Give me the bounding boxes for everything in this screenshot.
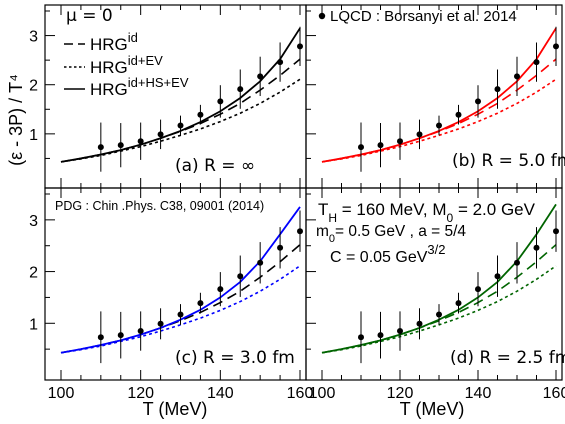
x-tick-label: 140 (207, 385, 234, 402)
lqcd-point (237, 86, 244, 93)
lqcd-point (277, 244, 284, 251)
lqcd-marker-icon (318, 12, 326, 20)
y-tick-label: 3 (29, 213, 38, 230)
x-tick-label: 140 (465, 385, 492, 402)
mu-annotation: μ = 0 (66, 6, 113, 26)
x-tick-label: 120 (127, 385, 154, 402)
lqcd-point (97, 334, 104, 341)
lqcd-point (197, 111, 204, 118)
legend-label: HRGid (90, 30, 138, 54)
panel-label-d: (d) R = 2.5 fm (450, 348, 565, 368)
params-line-1-mid: = 160 MeV, M (337, 200, 446, 219)
panel-label-a: (a) R = ∞ (175, 156, 255, 176)
lqcd-point (358, 334, 364, 341)
series-line-ev (321, 265, 557, 354)
lqcd-point (553, 228, 559, 235)
lqcd-point (297, 228, 303, 235)
lqcd-point (257, 73, 264, 80)
pdg-label: PDG : Chin .Phys. C38, 09001 (2014) (55, 199, 264, 213)
series-line-id (321, 58, 557, 163)
y-axis-label: (ε - 3P) / T⁴ (6, 74, 26, 166)
lqcd-point (137, 328, 144, 335)
lqcd-point (237, 273, 244, 280)
params-line-2: m0= 0.5 GeV , a = 5/4 (316, 223, 466, 245)
lqcd-point (494, 273, 501, 280)
series-line-ev (60, 265, 301, 354)
lqcd-point (358, 144, 364, 151)
params-line-3: C = 0.05 GeV3/2 (330, 242, 445, 266)
y-tick-label: 2 (29, 265, 38, 282)
panel-d: 100 120 140 160 (d) R = 2.5 fm (305, 187, 565, 402)
x-tick-label: 120 (387, 385, 414, 402)
lqcd-legend: LQCD : Borsanyi et al. 2014 (318, 8, 517, 25)
lqcd-point (157, 131, 164, 138)
legend: HRGid HRGid+EV HRGid+HS+EV (64, 30, 189, 99)
lqcd-point (177, 122, 184, 129)
lqcd-point (217, 286, 224, 293)
y-tick-label: 1 (29, 127, 38, 144)
lqcd-point (377, 142, 384, 149)
lqcd-point (416, 131, 423, 138)
x-tick-label: 160 (543, 385, 565, 402)
x-tick-label: 100 (309, 385, 336, 402)
lqcd-point (436, 122, 442, 129)
lqcd-point (494, 86, 501, 93)
params-line-1: TH = 160 MeV, M0 = 2.0 GeV (318, 200, 536, 225)
lqcd-point (455, 111, 462, 118)
lqcd-point (217, 98, 224, 105)
panel-label-c: (c) R = 3.0 fm (175, 348, 295, 368)
legend-label: HRGid+EV (90, 53, 163, 77)
legend-entry-hrg-id: HRGid (64, 30, 138, 54)
lqcd-point (257, 259, 264, 266)
lqcd-point (553, 43, 559, 50)
params-line-1-end: = 2.0 GeV (453, 200, 535, 219)
panel-b: (b) R = 5.0 fm (305, 4, 565, 189)
x-tick-label: 100 (48, 385, 75, 402)
params-line-2-end: = 0.5 GeV , a = 5/4 (335, 223, 466, 240)
legend-entry-hrg-id-hs-ev: HRGid+HS+EV (64, 75, 189, 99)
panel-c: 100 120 140 160 1 2 3 (c) R = 3.0 fm (29, 187, 314, 402)
legend-label: HRGid+HS+EV (90, 75, 189, 99)
lqcd-point (533, 59, 540, 66)
lqcd-point (157, 320, 164, 327)
lqcd-point (277, 59, 284, 66)
lqcd-point (97, 144, 104, 151)
panel-frame (305, 187, 563, 381)
lqcd-point (197, 300, 204, 307)
legend-entry-hrg-id-ev: HRGid+EV (64, 53, 163, 77)
lqcd-point (455, 300, 462, 307)
lqcd-point (514, 73, 520, 80)
lqcd-point (475, 98, 481, 105)
panel-label-b: (b) R = 5.0 fm (452, 151, 565, 171)
lqcd-point (177, 311, 184, 318)
lqcd-point (416, 320, 423, 327)
x-axis-label-left: T (MeV) (143, 399, 208, 419)
m0-subscript: 0 (447, 211, 454, 225)
lqcd-point (117, 142, 124, 149)
y-tick-label: 2 (29, 78, 38, 95)
y-tick-label: 1 (29, 316, 38, 333)
y-tick-label: 3 (29, 29, 38, 46)
x-axis-label-right: T (MeV) (400, 399, 465, 419)
lqcd-point (514, 259, 520, 266)
series-line-hs (60, 206, 301, 354)
lqcd-point (397, 138, 403, 145)
lqcd-point (475, 286, 481, 293)
lqcd-point (377, 332, 384, 339)
lqcd-point (533, 244, 540, 251)
th-subscript: H (328, 211, 337, 225)
exponent: 3/2 (427, 242, 445, 257)
m0-small-subscript: 0 (329, 233, 335, 245)
lqcd-point (117, 332, 124, 339)
lqcd-point (436, 311, 442, 318)
series-line-id (60, 244, 301, 354)
panel-a: 1 2 3 (a) R = ∞ (29, 4, 307, 189)
lqcd-point (137, 138, 144, 145)
lqcd-point (397, 328, 403, 335)
x-tick-label: 160 (287, 385, 314, 402)
lqcd-point (297, 43, 303, 50)
series-line-hs (321, 27, 557, 163)
lqcd-label: LQCD : Borsanyi et al. 2014 (330, 8, 517, 25)
